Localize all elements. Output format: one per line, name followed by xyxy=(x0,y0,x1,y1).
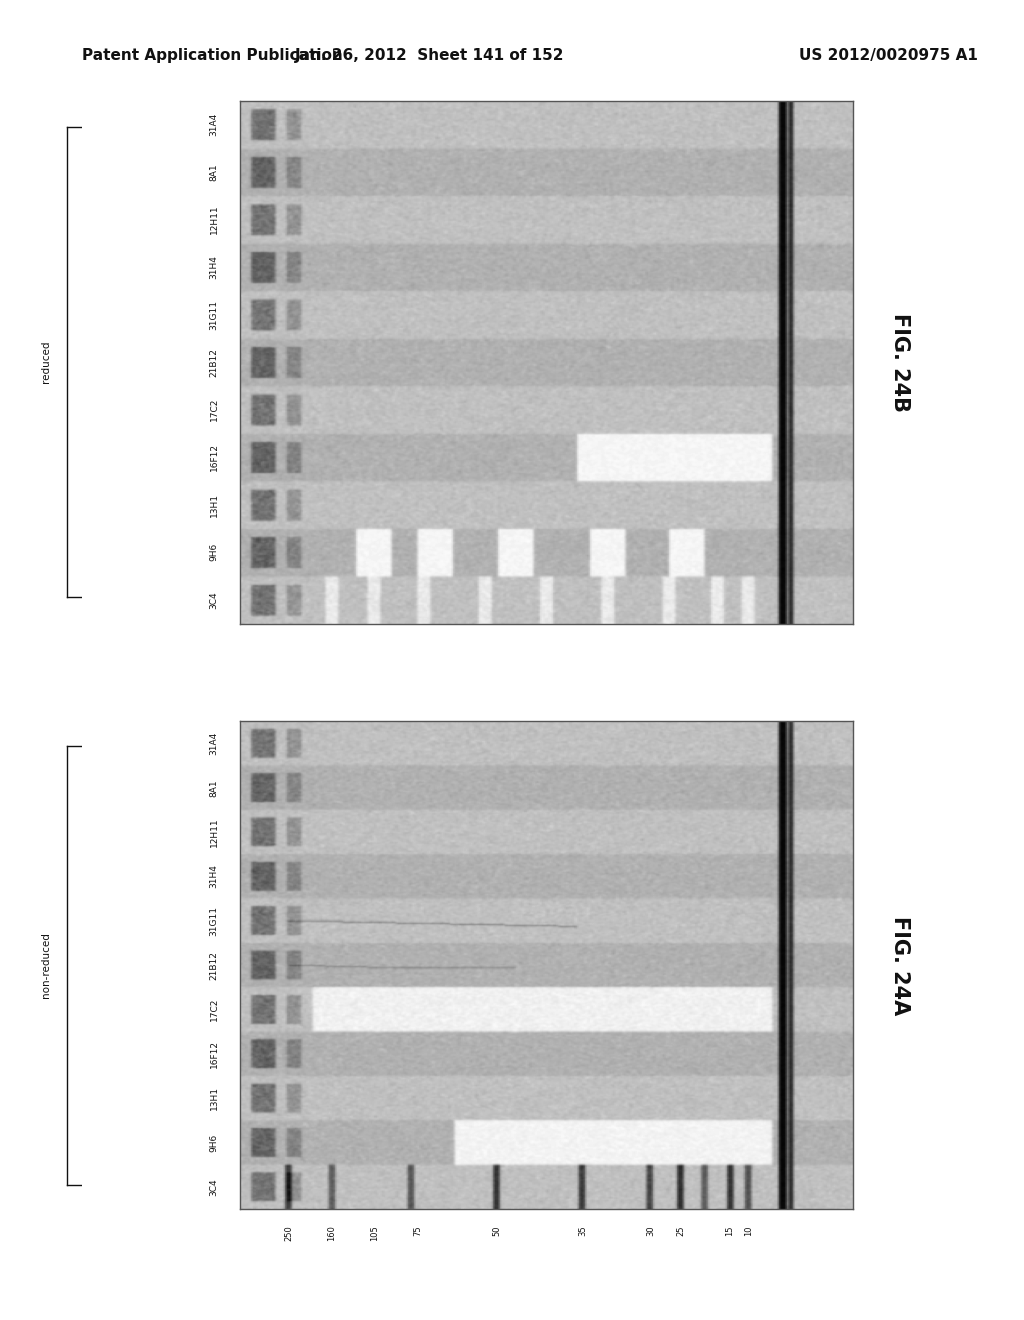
Text: 31H4: 31H4 xyxy=(210,865,218,888)
Text: 3C4: 3C4 xyxy=(210,1179,218,1196)
Text: 8A1: 8A1 xyxy=(210,164,218,181)
Text: 25: 25 xyxy=(677,1225,685,1236)
Text: 16F12: 16F12 xyxy=(210,1040,218,1068)
Text: 31A4: 31A4 xyxy=(210,731,218,755)
Text: 160: 160 xyxy=(327,1225,336,1241)
Text: 21B12: 21B12 xyxy=(210,347,218,376)
Text: 50: 50 xyxy=(493,1225,502,1236)
Text: US 2012/0020975 A1: US 2012/0020975 A1 xyxy=(799,48,978,62)
Text: 75: 75 xyxy=(413,1225,422,1236)
Text: 31G11: 31G11 xyxy=(210,300,218,330)
Text: 8A1: 8A1 xyxy=(210,779,218,796)
Text: non-reduced: non-reduced xyxy=(41,932,51,998)
Text: 12H11: 12H11 xyxy=(210,205,218,235)
Text: 17C2: 17C2 xyxy=(210,998,218,1022)
Text: 31H4: 31H4 xyxy=(210,255,218,279)
Text: 35: 35 xyxy=(579,1225,588,1236)
Text: 15: 15 xyxy=(725,1225,734,1236)
Text: 13H1: 13H1 xyxy=(210,1086,218,1110)
Text: 31A4: 31A4 xyxy=(210,114,218,136)
Text: Patent Application Publication: Patent Application Publication xyxy=(82,48,343,62)
Text: Jan. 26, 2012  Sheet 141 of 152: Jan. 26, 2012 Sheet 141 of 152 xyxy=(295,48,565,62)
Text: FIG. 24A: FIG. 24A xyxy=(890,916,910,1015)
Text: 10: 10 xyxy=(743,1225,753,1236)
Text: 3C4: 3C4 xyxy=(210,591,218,609)
Text: 31G11: 31G11 xyxy=(210,906,218,936)
Text: 105: 105 xyxy=(370,1225,379,1241)
Text: 250: 250 xyxy=(284,1225,293,1241)
Text: 12H11: 12H11 xyxy=(210,817,218,847)
Text: 16F12: 16F12 xyxy=(210,444,218,471)
Text: 21B12: 21B12 xyxy=(210,950,218,979)
Text: 9H6: 9H6 xyxy=(210,1134,218,1152)
Text: 13H1: 13H1 xyxy=(210,492,218,516)
Text: 30: 30 xyxy=(646,1225,654,1236)
Text: 9H6: 9H6 xyxy=(210,543,218,561)
Text: FIG. 24B: FIG. 24B xyxy=(890,313,910,412)
Text: 17C2: 17C2 xyxy=(210,399,218,421)
Text: reduced: reduced xyxy=(41,341,51,383)
